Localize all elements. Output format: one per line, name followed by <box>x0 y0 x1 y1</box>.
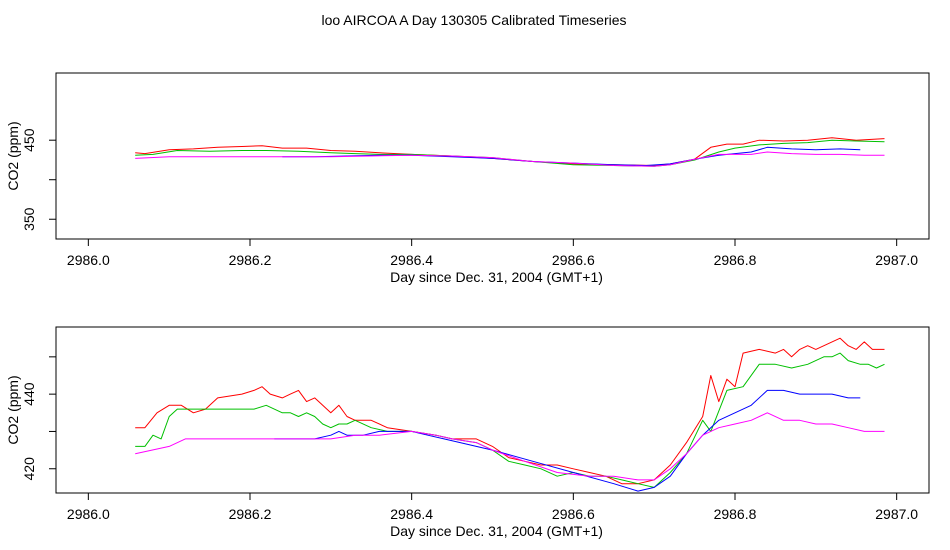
series-line-0 <box>135 137 885 166</box>
series-line-1 <box>135 352 885 488</box>
y-tick-label: 440 <box>21 382 37 406</box>
x-tick-label: 2986.0 <box>67 506 110 522</box>
x-tick-label: 2986.4 <box>390 506 433 522</box>
series-line-1 <box>135 139 885 167</box>
x-axis-label: Day since Dec. 31, 2004 (GMT+1) <box>390 269 603 285</box>
y-axis-label: CO2 (ppm) <box>5 375 21 444</box>
series-line-2 <box>274 389 861 492</box>
series-line-3 <box>135 151 885 167</box>
y-tick-label: 450 <box>21 128 37 152</box>
x-tick-label: 2986.8 <box>714 252 757 268</box>
plot-frame <box>55 72 930 240</box>
x-tick-label: 2986.6 <box>552 252 595 268</box>
y-axis-label: CO2 (ppm) <box>5 121 21 190</box>
bottom-panel: 2986.0 2986.2 2986.4 2986.6 2986.8 2987.0 420 4… <box>5 326 930 539</box>
x-axis-label: Day since Dec. 31, 2004 (GMT+1) <box>390 523 603 539</box>
x-tick-label: 2986.2 <box>229 252 272 268</box>
figure-title: loo AIRCOA A Day 130305 Calibrated Times… <box>321 12 626 28</box>
top-panel: 2986.0 2986.2 2986.4 2986.6 2986.8 2987.0 350 4… <box>5 72 930 285</box>
series-line-3 <box>135 412 885 481</box>
x-tick-label: 2987.0 <box>875 506 918 522</box>
x-tick-label: 2986.4 <box>390 252 433 268</box>
x-tick-label: 2986.6 <box>552 506 595 522</box>
x-tick-label: 2986.0 <box>67 252 110 268</box>
plot-frame <box>55 326 930 494</box>
y-tick-label: 420 <box>21 457 37 481</box>
x-tick-label: 2986.2 <box>229 506 272 522</box>
x-tick-label: 2987.0 <box>875 252 918 268</box>
x-tick-label: 2986.8 <box>714 506 757 522</box>
y-tick-label: 350 <box>21 207 37 231</box>
